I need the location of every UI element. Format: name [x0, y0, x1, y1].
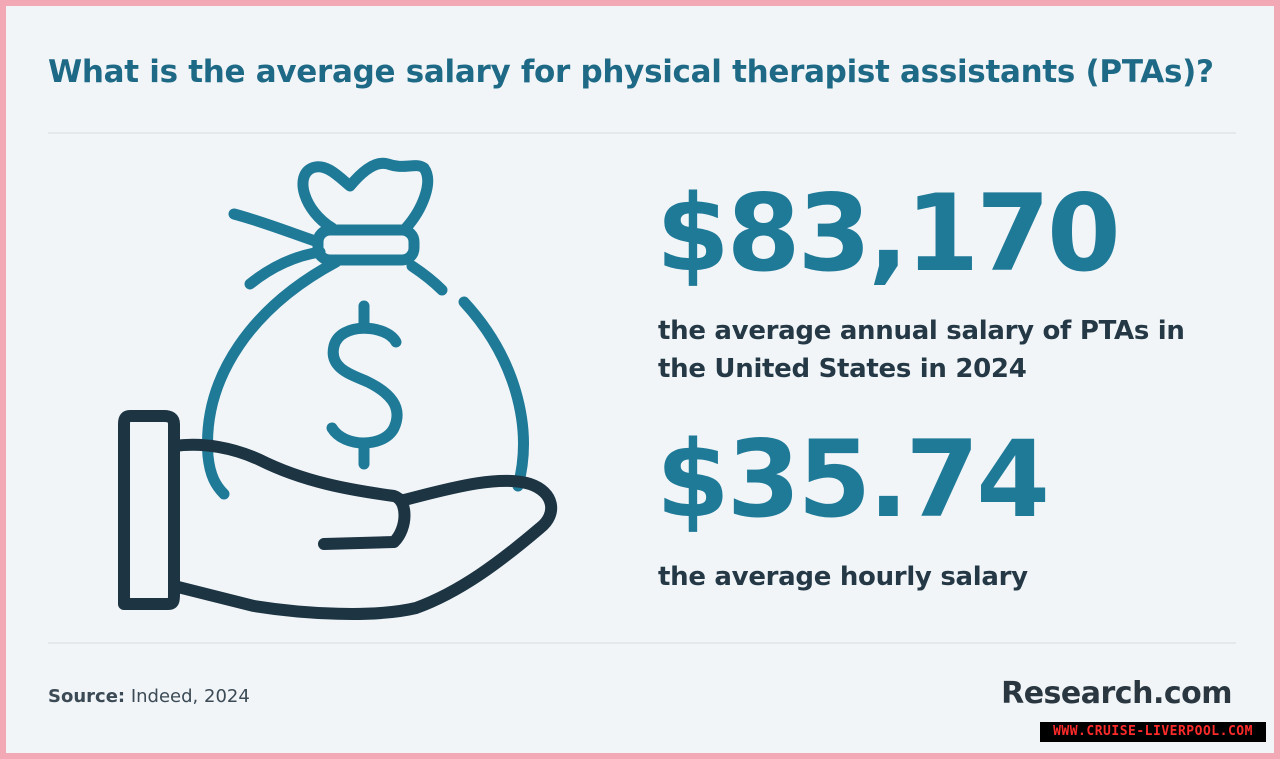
- top-divider: [48, 132, 1236, 134]
- annual-salary-value: $83,170: [656, 172, 1121, 295]
- annual-salary-description: the average annual salary of PTAs in the…: [658, 316, 1185, 384]
- hourly-salary-description: the average hourly salary: [658, 562, 1028, 592]
- hand-icon: [118, 410, 558, 620]
- bottom-divider: [48, 642, 1236, 644]
- dollar-sign-icon: [326, 300, 403, 470]
- infographic-card: What is the average salary for physical …: [6, 6, 1274, 753]
- page-title: What is the average salary for physical …: [48, 54, 1214, 90]
- source-text: Indeed, 2024: [130, 686, 250, 707]
- money-bag-icon: [202, 157, 529, 500]
- source-label: Source:: [48, 686, 126, 707]
- watermark: WWW.CRUISE-LIVERPOOL.COM: [1040, 722, 1266, 742]
- source-note: Source: Indeed, 2024: [48, 686, 250, 707]
- hourly-salary-value: $35.74: [656, 418, 1050, 541]
- money-bag-in-hand-illustration: [118, 157, 558, 620]
- brand-logo: Research.com: [1001, 676, 1232, 711]
